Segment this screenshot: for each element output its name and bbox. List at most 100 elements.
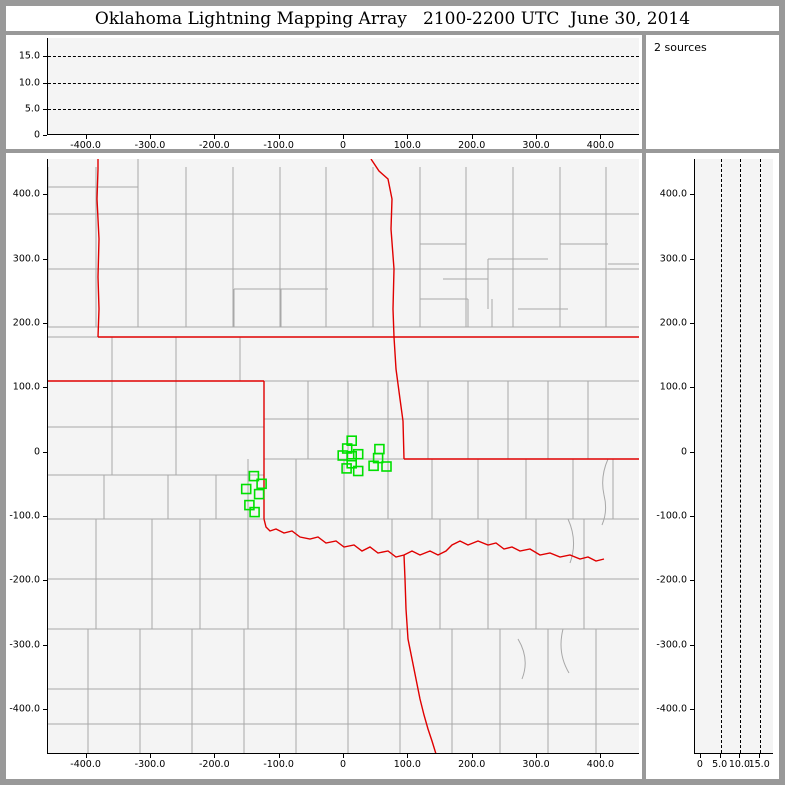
lightning-source-marker: [368, 460, 379, 472]
x-tick-mark: [759, 754, 761, 758]
x-tick-mark: [343, 135, 344, 139]
x-tick-mark: [214, 135, 216, 139]
lightning-source-marker: [341, 463, 352, 474]
x-tick-label: 400.0: [586, 140, 614, 151]
map-plot-area[interactable]: [47, 159, 639, 754]
x-tick-mark: [471, 135, 473, 139]
x-tick-label: 100.0: [393, 140, 421, 151]
y-tick-mark: [690, 451, 694, 453]
y-tick-label: -300.0: [9, 639, 40, 651]
y-tick-label: 10.0: [18, 77, 40, 89]
y-tick-label: 15.0: [18, 50, 40, 62]
x-tick-label: -400.0: [70, 140, 101, 151]
x-tick-label: -400.0: [70, 759, 101, 770]
lightning-source-marker: [248, 470, 260, 482]
x-tick-label: 300.0: [522, 759, 550, 770]
y-tick-mark: [43, 135, 47, 136]
state-borders: [48, 159, 639, 753]
x-tick-label: 0: [339, 759, 347, 770]
lightning-source-marker: [256, 478, 267, 490]
x-tick-label: 5.0: [712, 759, 728, 770]
x-tick-mark: [149, 135, 151, 139]
y-tick-label: 300.0: [659, 253, 687, 265]
y-tick-mark: [690, 708, 694, 710]
gridline-horizontal: [48, 56, 639, 58]
county-borders: [48, 159, 639, 753]
x-tick-label: 300.0: [522, 140, 550, 151]
status-badge: 2 sources: [654, 41, 707, 54]
x-tick-label: -200.0: [198, 140, 230, 151]
y-tick-label: 200.0: [659, 317, 687, 329]
y-tick-label: 300.0: [12, 253, 40, 265]
x-tick-mark: [407, 754, 409, 758]
x-tick-label: 10.0: [728, 759, 750, 770]
x-tick-label: 0: [339, 140, 347, 151]
height-vs-northing-plot-area[interactable]: [694, 159, 773, 754]
y-tick-label: 200.0: [12, 317, 40, 329]
x-tick-mark: [278, 135, 280, 139]
time-height-panel: 0 5.0 10.0 15.0 -400.0 -300.0 -200.0 -100.0 0 100…: [6, 35, 642, 151]
y-tick-label: -100.0: [656, 510, 687, 522]
y-tick-mark: [690, 580, 694, 582]
y-tick-label: 100.0: [659, 381, 687, 393]
y-tick-mark: [43, 451, 47, 453]
x-tick-mark: [600, 135, 602, 139]
x-tick-label: -100.0: [263, 140, 294, 151]
x-tick-mark: [739, 754, 741, 758]
gridline-horizontal: [48, 108, 639, 110]
y-tick-label: -400.0: [9, 703, 40, 715]
height-vs-northing-panel: 400.0 300.0 200.0 100.0 0 -100.0 -200.0 -300.0 -…: [646, 153, 779, 779]
x-tick-label: 15.0: [748, 759, 770, 770]
y-tick-label: -200.0: [656, 574, 687, 586]
y-tick-label: -200.0: [9, 574, 40, 586]
y-tick-mark: [43, 82, 47, 84]
y-tick-label: 400.0: [12, 188, 40, 200]
lightning-source-marker: [240, 483, 252, 495]
y-tick-mark: [43, 194, 47, 196]
y-tick-mark: [43, 516, 47, 517]
y-tick-label: 0: [680, 446, 687, 458]
y-tick-mark: [43, 108, 47, 110]
page-title: Oklahoma Lightning Mapping Array 2100-22…: [94, 8, 691, 29]
gridline-vertical: [740, 159, 742, 753]
x-tick-mark: [600, 754, 602, 758]
lightning-source-marker: [352, 448, 364, 460]
y-tick-mark: [43, 387, 47, 389]
x-tick-label: 400.0: [586, 759, 614, 770]
x-tick-mark: [536, 754, 538, 758]
x-tick-mark: [536, 135, 538, 139]
x-tick-label: 100.0: [393, 759, 421, 770]
lightning-source-markers: [240, 435, 392, 518]
y-tick-label: -400.0: [656, 703, 687, 715]
gridline-vertical: [760, 159, 762, 753]
x-tick-mark: [278, 754, 280, 758]
x-tick-label: 200.0: [458, 759, 486, 770]
y-tick-mark: [43, 323, 47, 325]
x-tick-mark: [85, 754, 87, 758]
y-tick-mark: [43, 258, 47, 260]
lightning-source-marker: [374, 443, 385, 455]
y-tick-mark: [690, 194, 694, 196]
y-tick-mark: [690, 516, 694, 517]
y-tick-label: 0: [33, 129, 40, 141]
x-tick-mark: [343, 754, 344, 758]
y-tick-mark: [43, 644, 47, 646]
time-height-plot-area[interactable]: [47, 38, 639, 135]
y-tick-mark: [690, 644, 694, 646]
y-tick-label: 400.0: [659, 188, 687, 200]
x-tick-label: -100.0: [263, 759, 294, 770]
x-tick-label: 0: [696, 759, 703, 770]
y-tick-mark: [690, 387, 694, 389]
lightning-source-marker: [381, 461, 392, 472]
lightning-source-marker: [253, 488, 265, 500]
x-tick-mark: [149, 754, 151, 758]
x-tick-mark: [719, 754, 721, 758]
lightning-source-marker: [346, 450, 358, 462]
x-tick-label: -300.0: [134, 759, 166, 770]
y-tick-label: -300.0: [656, 639, 687, 651]
y-tick-mark: [690, 323, 694, 325]
x-tick-mark: [85, 135, 87, 139]
y-tick-mark: [43, 708, 47, 710]
y-tick-label: 0: [33, 446, 40, 458]
